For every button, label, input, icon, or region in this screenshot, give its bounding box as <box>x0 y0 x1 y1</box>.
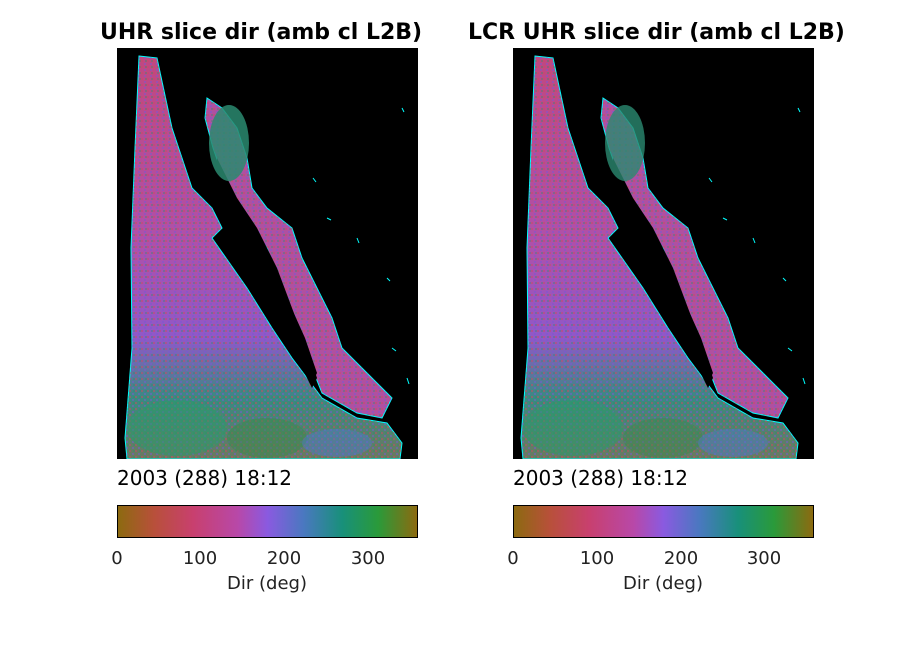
left-colorbar-label: Dir (deg) <box>227 573 307 594</box>
right-tick-0: 0 <box>507 548 519 569</box>
left-tick-100: 100 <box>182 548 218 569</box>
right-tick-200: 200 <box>663 548 699 569</box>
right-panel: LCR UHR slice dir (amb cl L2B) <box>466 0 866 652</box>
left-panel: UHR slice dir (amb cl L2B) <box>100 0 500 652</box>
right-map-image <box>520 55 806 460</box>
left-timestamp: 2003 (288) 18:12 <box>117 466 293 490</box>
left-map-image <box>124 55 410 460</box>
left-tick-300: 300 <box>350 548 386 569</box>
right-colorbar-gradient <box>514 506 813 537</box>
left-tick-0: 0 <box>111 548 123 569</box>
right-direction-map <box>513 48 814 460</box>
right-colorbar <box>513 505 814 538</box>
left-direction-map <box>117 48 418 460</box>
right-tick-100: 100 <box>579 548 615 569</box>
right-timestamp: 2003 (288) 18:12 <box>513 466 689 490</box>
right-tick-300: 300 <box>746 548 782 569</box>
left-colorbar <box>117 505 418 538</box>
right-colorbar-label: Dir (deg) <box>623 573 703 594</box>
left-panel-title: UHR slice dir (amb cl L2B) <box>100 20 423 45</box>
left-colorbar-gradient <box>118 506 417 537</box>
right-panel-title: LCR UHR slice dir (amb cl L2B) <box>468 20 845 45</box>
left-tick-200: 200 <box>266 548 302 569</box>
